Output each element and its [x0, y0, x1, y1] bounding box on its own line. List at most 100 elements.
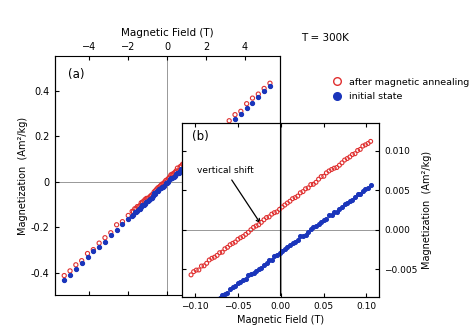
Point: [359, 188, 366, 194]
Point: [195, 310, 203, 315]
Point: [265, 258, 273, 263]
Point: [208, 136, 216, 141]
Point: [201, 306, 208, 311]
Point: [152, 191, 159, 197]
Point: [187, 317, 195, 322]
Point: [139, 203, 146, 208]
Point: [118, 221, 126, 227]
Point: [158, 182, 166, 187]
Point: [257, 220, 265, 225]
Point: [250, 270, 257, 275]
Point: [243, 101, 250, 106]
Point: [196, 149, 203, 154]
Point: [205, 257, 213, 263]
Point: [188, 154, 195, 159]
Point: [135, 204, 142, 209]
Point: [221, 291, 228, 297]
Point: [131, 206, 138, 211]
Point: [341, 157, 348, 163]
Point: [170, 171, 177, 176]
Point: [224, 291, 231, 296]
Point: [318, 219, 325, 224]
Point: [184, 157, 191, 163]
Point: [281, 203, 289, 208]
Point: [325, 168, 333, 174]
Legend: after magnetic annealing, initial state: after magnetic annealing, initial state: [328, 78, 469, 102]
Point: [356, 147, 364, 152]
Point: [197, 148, 204, 153]
Point: [78, 258, 85, 263]
Point: [193, 149, 201, 154]
Point: [237, 279, 244, 285]
Point: [336, 207, 343, 212]
Point: [161, 180, 168, 185]
Point: [157, 183, 164, 188]
Point: [242, 232, 249, 237]
Point: [190, 269, 198, 274]
Point: [268, 211, 275, 217]
Point: [266, 81, 274, 86]
Point: [255, 266, 263, 272]
Point: [149, 194, 156, 199]
Point: [323, 216, 330, 221]
Point: [214, 130, 221, 135]
Point: [182, 158, 189, 164]
Point: [134, 204, 141, 209]
Point: [214, 132, 221, 138]
Point: [175, 168, 182, 173]
Point: [66, 272, 74, 277]
Point: [167, 172, 175, 178]
Point: [72, 262, 80, 268]
Point: [294, 194, 301, 199]
Point: [198, 307, 205, 313]
Point: [137, 205, 145, 210]
Point: [224, 245, 231, 250]
Point: [171, 170, 179, 175]
Point: [141, 202, 149, 207]
Point: [134, 208, 141, 214]
Point: [130, 209, 137, 214]
Point: [191, 151, 198, 156]
Point: [266, 83, 274, 88]
Point: [173, 168, 180, 174]
Point: [170, 174, 177, 179]
Point: [344, 201, 351, 206]
Point: [210, 298, 218, 303]
Point: [101, 235, 109, 240]
Point: [144, 198, 152, 204]
Point: [189, 152, 197, 158]
Point: [351, 194, 359, 200]
Point: [203, 261, 210, 266]
Point: [364, 185, 372, 191]
Point: [273, 253, 281, 258]
Point: [140, 199, 147, 204]
Point: [187, 155, 194, 161]
Point: [265, 214, 273, 219]
Point: [304, 229, 312, 234]
Point: [148, 193, 155, 198]
Point: [286, 242, 294, 248]
Point: [315, 221, 322, 226]
Point: [276, 207, 283, 212]
Point: [182, 163, 189, 168]
Point: [95, 244, 103, 250]
Point: [219, 250, 226, 255]
Point: [132, 209, 140, 214]
Point: [178, 166, 185, 172]
Point: [221, 246, 228, 251]
Point: [125, 213, 132, 218]
Point: [182, 161, 190, 166]
Point: [178, 163, 185, 169]
Point: [307, 182, 315, 187]
X-axis label: Magnetic Field (T): Magnetic Field (T): [121, 28, 213, 38]
Point: [297, 234, 304, 239]
Point: [149, 192, 156, 197]
Point: [198, 145, 206, 150]
Point: [90, 247, 97, 252]
Point: [310, 224, 317, 230]
Point: [167, 175, 175, 181]
Point: [155, 186, 163, 192]
Point: [333, 165, 341, 170]
Point: [255, 91, 262, 97]
Point: [310, 182, 317, 187]
